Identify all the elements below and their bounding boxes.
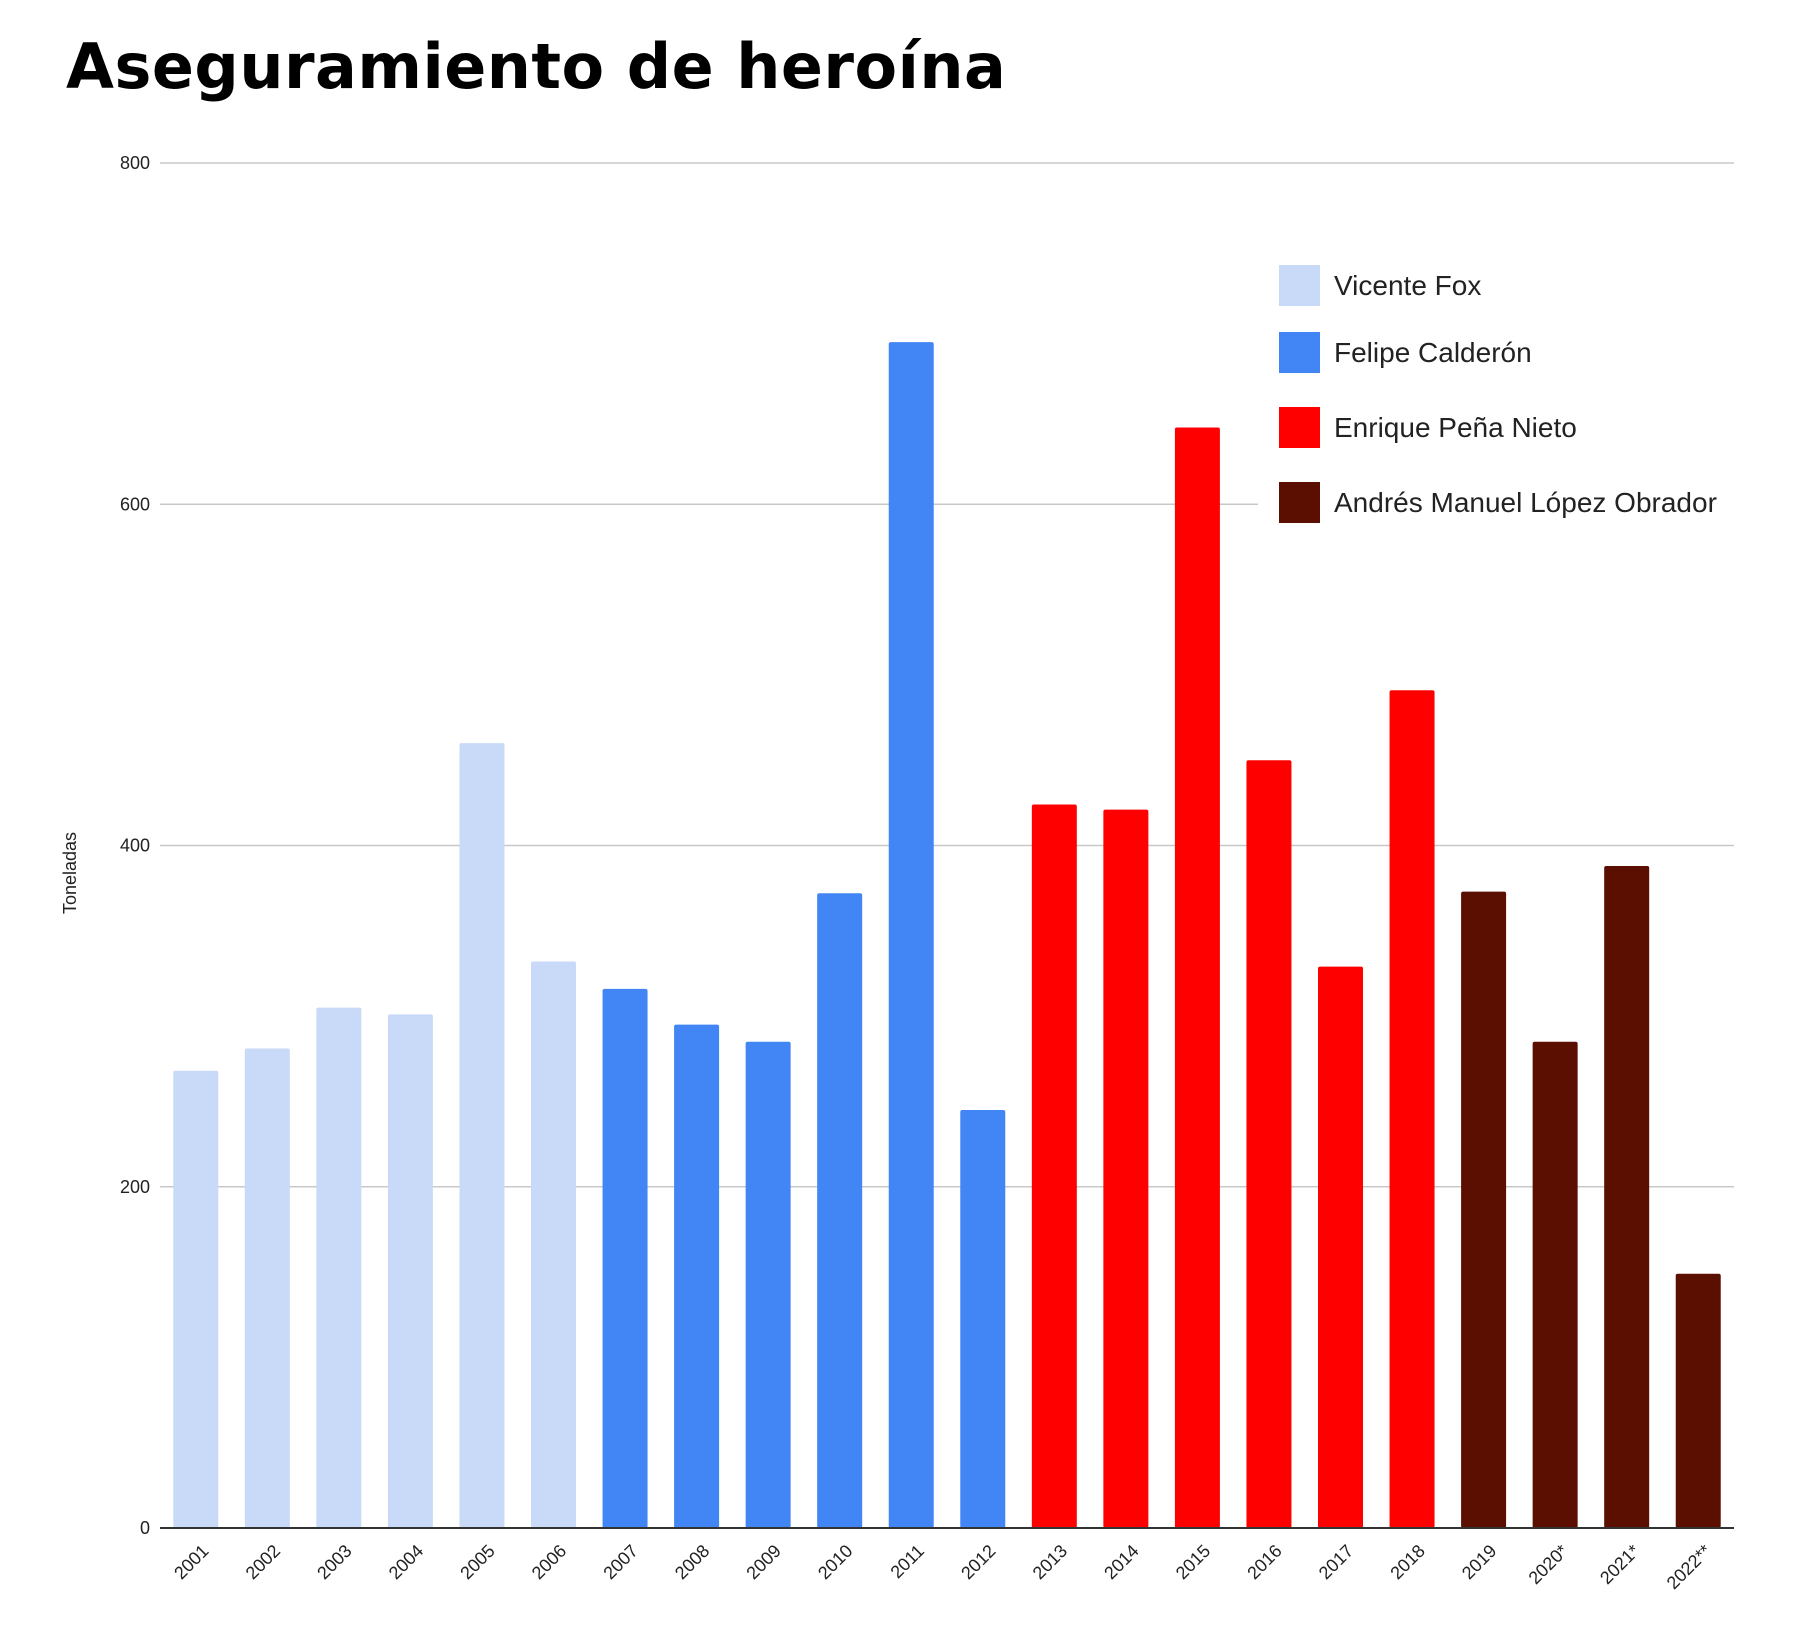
x-tick-label: 2010 — [814, 1541, 856, 1583]
legend-label: Enrique Peña Nieto — [1334, 412, 1577, 443]
x-tick-label: 2002 — [242, 1541, 284, 1583]
x-tick-label: 2021* — [1596, 1541, 1643, 1588]
legend-label: Andrés Manuel López Obrador — [1334, 487, 1717, 518]
legend-label: Vicente Fox — [1334, 270, 1481, 301]
bar-2002 — [244, 1048, 290, 1528]
y-tick-label: 0 — [140, 1518, 150, 1538]
x-tick-label: 2007 — [599, 1541, 641, 1583]
bar-2013 — [1031, 804, 1077, 1528]
bars — [173, 342, 1721, 1528]
bar-2018 — [1389, 690, 1435, 1528]
x-tick-label: 2001 — [170, 1541, 212, 1583]
x-tick-label: 2011 — [887, 1541, 929, 1583]
x-tick-label: 2004 — [385, 1541, 427, 1583]
bar-2001 — [173, 1070, 219, 1528]
bar-2004 — [387, 1014, 433, 1528]
x-tick-label: 2008 — [671, 1541, 713, 1583]
chart-title: Aseguramiento de heroína — [66, 30, 1007, 103]
legend-background — [1258, 250, 1738, 540]
x-tick-label: 2022** — [1663, 1541, 1715, 1593]
bar-2008 — [674, 1024, 720, 1528]
x-tick-label: 2003 — [313, 1541, 355, 1583]
bar-2022 — [1675, 1273, 1721, 1528]
bar-2009 — [745, 1041, 791, 1528]
legend-swatch — [1279, 265, 1320, 306]
legend-swatch — [1279, 407, 1320, 448]
bar-2015 — [1174, 427, 1220, 1528]
bar-2007 — [602, 988, 648, 1528]
bar-2011 — [888, 342, 934, 1528]
x-tick-label: 2014 — [1100, 1541, 1142, 1583]
y-tick-label: 600 — [120, 494, 150, 514]
x-tick-label: 2016 — [1243, 1541, 1285, 1583]
y-tick-label: 200 — [120, 1177, 150, 1197]
x-tick-label: 2019 — [1458, 1541, 1500, 1583]
x-tick-label: 2012 — [957, 1541, 999, 1583]
bar-2005 — [459, 743, 505, 1528]
bar-2019 — [1461, 891, 1507, 1528]
x-tick-label: 2020* — [1525, 1541, 1572, 1588]
x-tick-label: 2006 — [528, 1541, 570, 1583]
x-tick-label: 2015 — [1172, 1541, 1214, 1583]
legend: Vicente Fox Felipe Calderón Enrique Peña N… — [1279, 265, 1717, 523]
y-axis-ticks: 0 200 400 600 800 — [120, 153, 150, 1538]
x-tick-label: 2013 — [1029, 1541, 1071, 1583]
bar-2010 — [817, 893, 863, 1528]
y-tick-label: 800 — [120, 153, 150, 173]
x-tick-label: 2009 — [743, 1541, 785, 1583]
bar-2006 — [531, 961, 576, 1528]
x-axis-ticks: 2001 2002 2003 2004 2005 2006 2007 2008 2009 2010… — [170, 1541, 1715, 1593]
legend-swatch — [1279, 482, 1320, 523]
bar-2003 — [316, 1007, 362, 1528]
y-axis-title: Toneladas — [60, 832, 80, 914]
x-tick-label: 2017 — [1315, 1541, 1357, 1583]
legend-label: Felipe Calderón — [1334, 337, 1532, 368]
bar-2020 — [1532, 1041, 1578, 1528]
bar-2016 — [1246, 760, 1292, 1528]
bar-2021 — [1604, 865, 1650, 1528]
x-tick-label: 2005 — [456, 1541, 498, 1583]
y-tick-label: 400 — [120, 836, 150, 856]
legend-swatch — [1279, 332, 1320, 373]
bar-2017 — [1318, 966, 1363, 1528]
bar-2012 — [960, 1109, 1006, 1528]
x-tick-label: 2018 — [1386, 1541, 1428, 1583]
bar-2014 — [1103, 809, 1149, 1528]
